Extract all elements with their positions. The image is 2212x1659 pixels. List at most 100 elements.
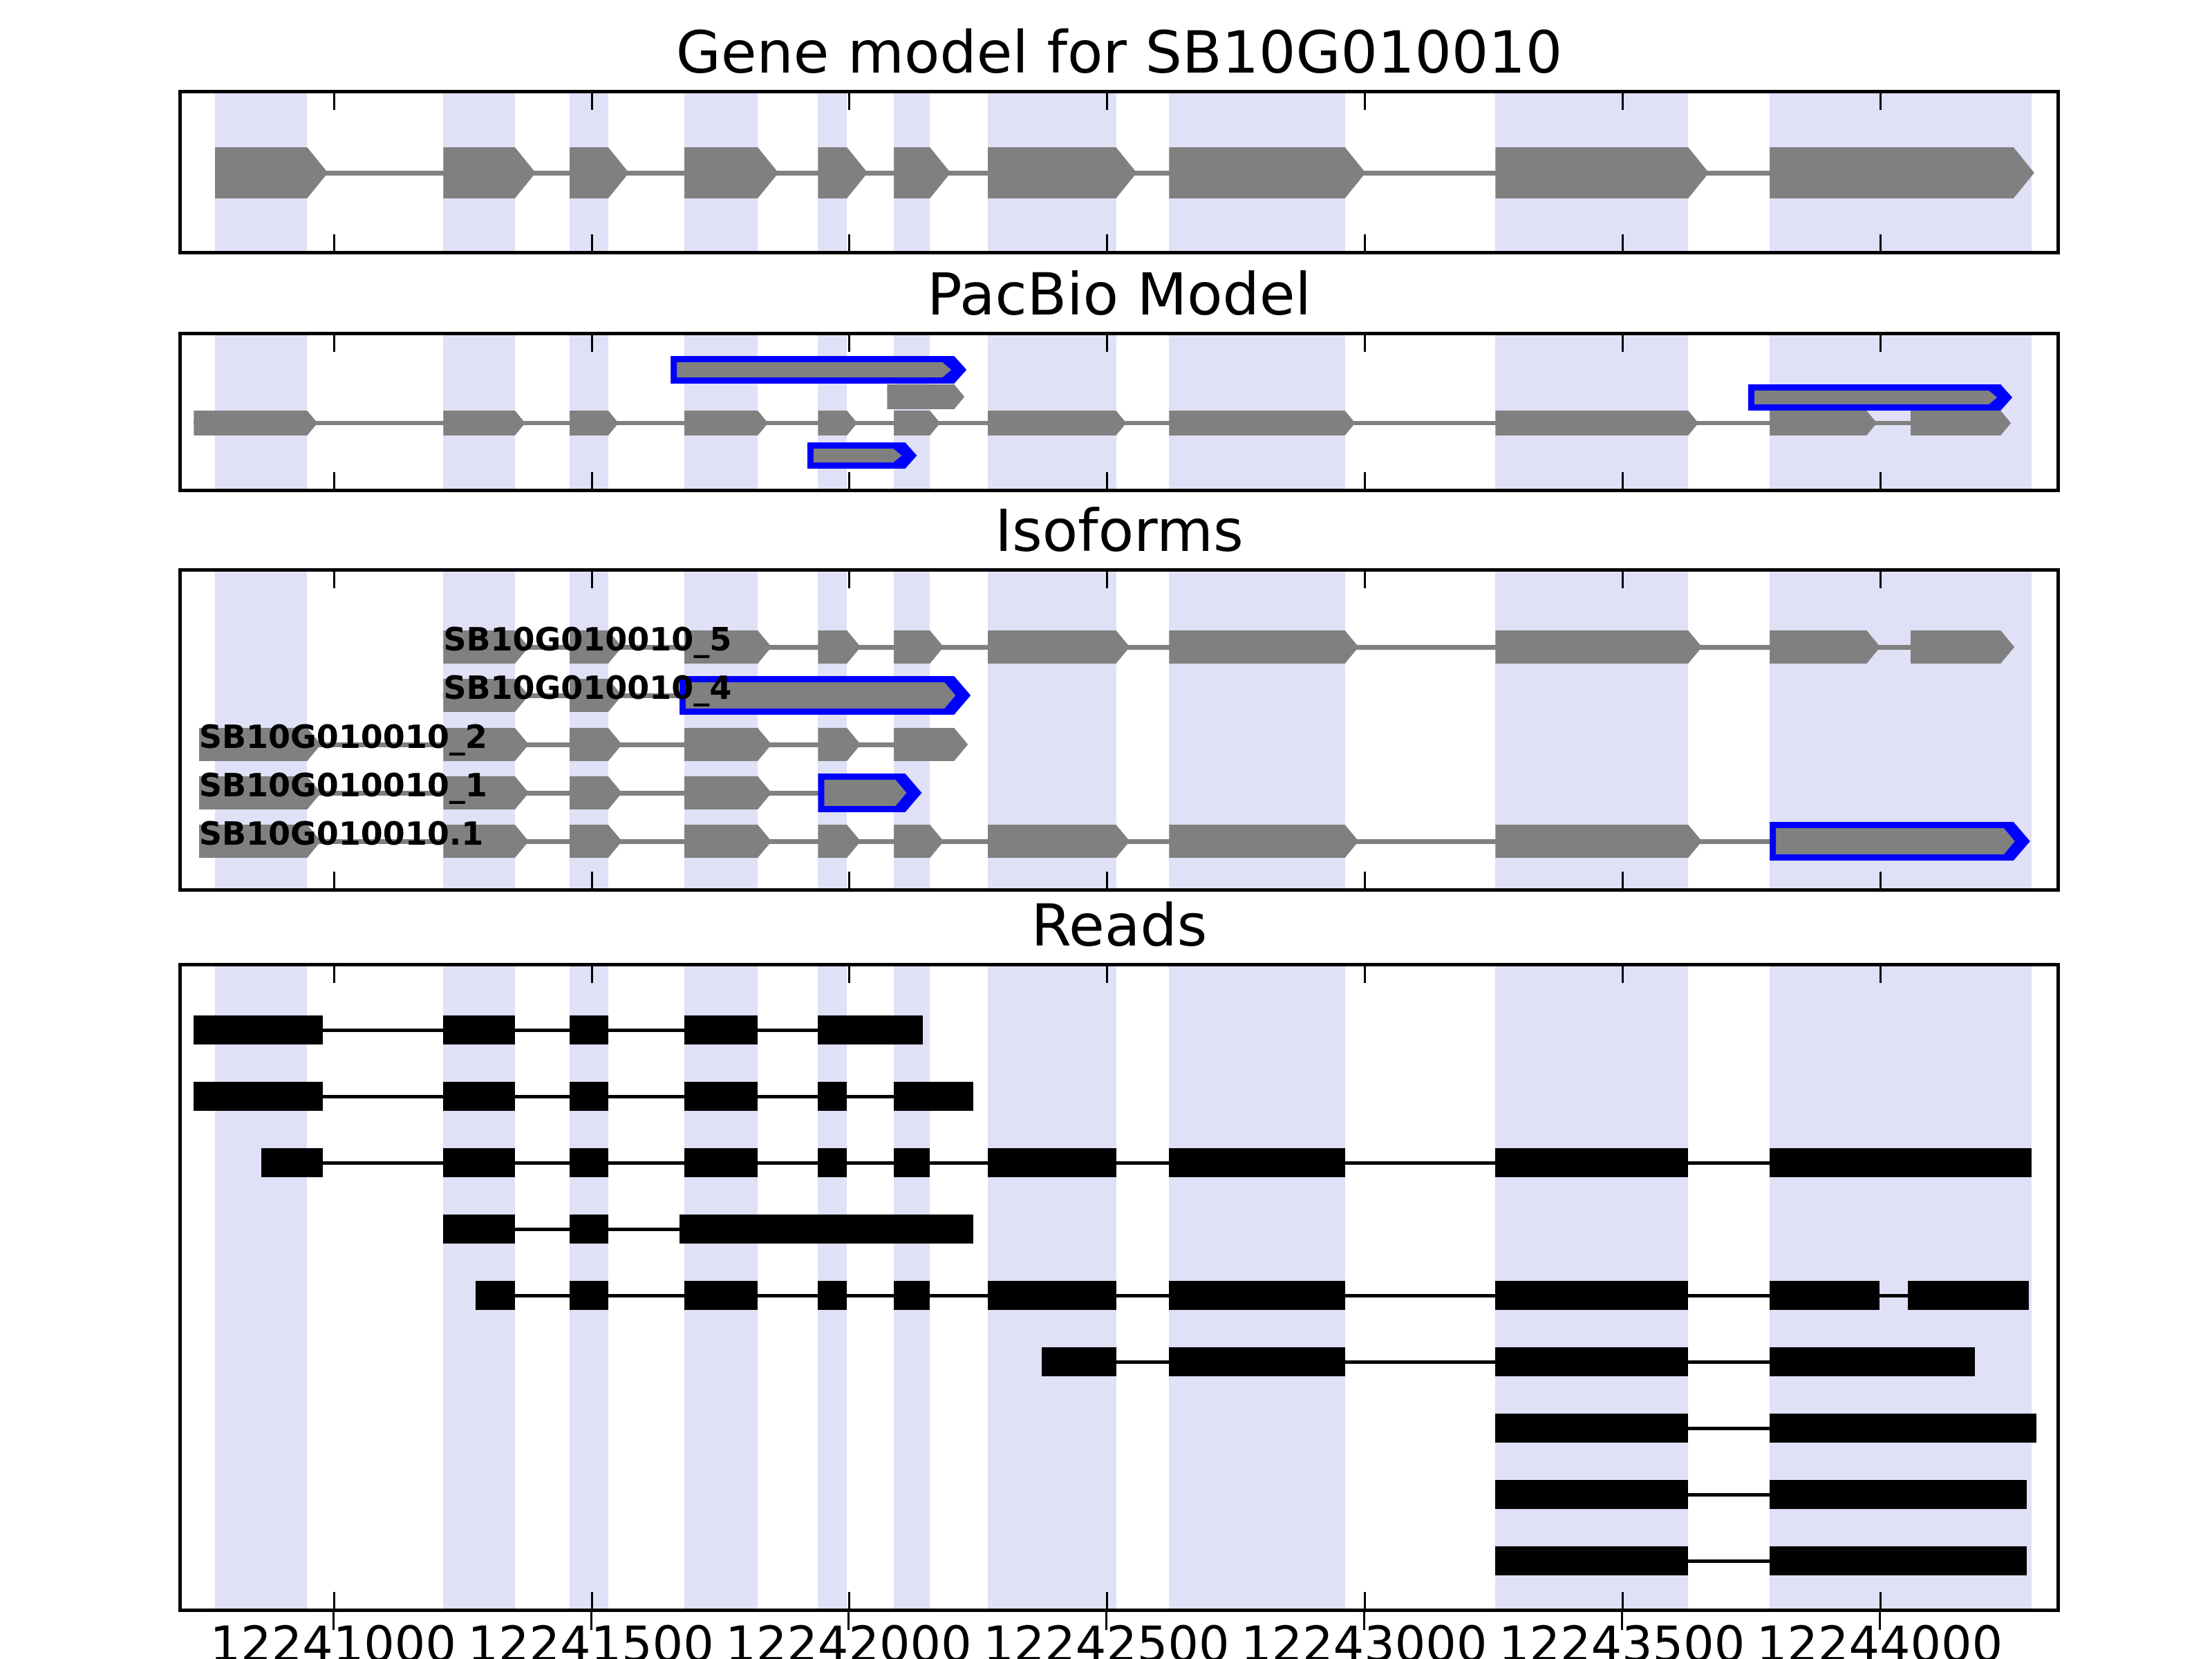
axis-tick [590, 472, 593, 489]
gene-exon [194, 411, 318, 435]
axis-tick [590, 234, 593, 251]
x-tick-label: 12243000 [1241, 1616, 1488, 1659]
axis-tick [1622, 1592, 1624, 1609]
axis-tick [848, 572, 851, 588]
axis-tick [848, 93, 851, 110]
panel-isoforms: SB10G010010_5 SB10G010010_4 SB10G010010_2 S… [178, 568, 2060, 892]
isoform-exon [1169, 630, 1359, 664]
isoform-exon [443, 776, 529, 809]
read-block [1042, 1347, 1116, 1376]
gene-exon [1770, 147, 2034, 198]
read-block [1495, 1414, 1689, 1443]
axis-tick [1622, 872, 1624, 888]
pacbio-feature-highlighted-fill [1754, 391, 1998, 404]
isoform-exon [818, 728, 861, 761]
gene-exon [1169, 147, 1366, 198]
isoform-exon [198, 776, 321, 809]
panel-pacbio [178, 332, 2060, 492]
axis-tick [332, 472, 335, 489]
read-block [443, 1148, 515, 1177]
gene-exon [987, 411, 1127, 435]
axis-tick [332, 335, 335, 352]
isoform-exon [1169, 825, 1359, 858]
read-block [1770, 1347, 1975, 1376]
axis-tick [1879, 966, 1882, 983]
read-block [570, 1281, 608, 1310]
read-block [194, 1082, 323, 1111]
axis-tick [1106, 872, 1109, 888]
axis-tick [1364, 472, 1367, 489]
read-block [1770, 1480, 2027, 1509]
x-tick-label: 12244000 [1756, 1616, 2003, 1659]
read-block [894, 1082, 973, 1111]
read-block [818, 1082, 847, 1111]
axis-tick [1879, 234, 1882, 251]
read-block [1770, 1148, 2032, 1177]
x-tick-label: 12242000 [725, 1616, 972, 1659]
read-block [987, 1148, 1116, 1177]
axis-tick [1106, 335, 1109, 352]
pacbio-feature-highlighted [671, 356, 967, 384]
axis-tick [1106, 472, 1109, 489]
read-block [1169, 1281, 1345, 1310]
isoform-exon [684, 825, 772, 858]
axis-tick [1879, 872, 1882, 888]
axis-tick [1622, 572, 1624, 588]
axis-tick [332, 93, 335, 110]
read-block [987, 1281, 1116, 1310]
gene-exon [818, 147, 868, 198]
isoform-exon [1770, 630, 1881, 664]
read-block [684, 1281, 758, 1310]
axis-tick [590, 1592, 593, 1609]
axis-tick [1364, 335, 1367, 352]
axis-tick [1879, 93, 1882, 110]
read-line [1495, 1492, 2027, 1497]
gene-exon [1495, 147, 1709, 198]
gene-exon [443, 147, 536, 198]
intron-line [198, 790, 906, 796]
isoform-exon [570, 728, 622, 761]
isoform-exon-highlighted [818, 774, 922, 812]
pacbio-feature [887, 384, 965, 409]
pacbio-feature-highlighted-fill [813, 449, 902, 462]
read-block [443, 1082, 515, 1111]
gene-exon [894, 411, 941, 435]
x-axis-outer-tick [1621, 1612, 1624, 1630]
pacbio-feature-highlighted [807, 442, 917, 469]
isoform-exon [818, 630, 861, 664]
axis-tick [590, 93, 593, 110]
gene-exon [684, 147, 779, 198]
x-axis-outer-tick [332, 1612, 335, 1630]
isoform-label: SB10G010010_4 [443, 669, 732, 706]
read-block [684, 1082, 758, 1111]
x-axis-outer-tick [1105, 1612, 1108, 1630]
axis-tick [1622, 472, 1624, 489]
read-block [1770, 1414, 2037, 1443]
gene-exon [570, 411, 619, 435]
isoform-exon [1495, 630, 1703, 664]
isoform-exon [1495, 825, 1703, 858]
x-axis-outer-tick [1878, 1612, 1881, 1630]
read-block [894, 1148, 930, 1177]
axis-tick [1106, 572, 1109, 588]
axis-tick [1106, 234, 1109, 251]
isoform-exon [684, 776, 772, 809]
gene-exon [1910, 411, 2012, 435]
axis-tick [848, 472, 851, 489]
isoform-exon [684, 728, 772, 761]
axis-tick [590, 572, 593, 588]
panel-reads [178, 963, 2060, 1612]
isoform-exon [443, 679, 529, 712]
isoform-exon [570, 776, 622, 809]
isoform-exon [684, 630, 772, 664]
x-axis-outer-tick [1363, 1612, 1366, 1630]
isoform-exon-highlighted-fill [685, 682, 956, 709]
axis-tick [1106, 966, 1109, 983]
axis-tick [1106, 93, 1109, 110]
read-block [443, 1015, 515, 1044]
exon-band [214, 966, 308, 1609]
axis-tick [1106, 1592, 1109, 1609]
axis-tick [1364, 872, 1367, 888]
gene-exon [684, 411, 769, 435]
